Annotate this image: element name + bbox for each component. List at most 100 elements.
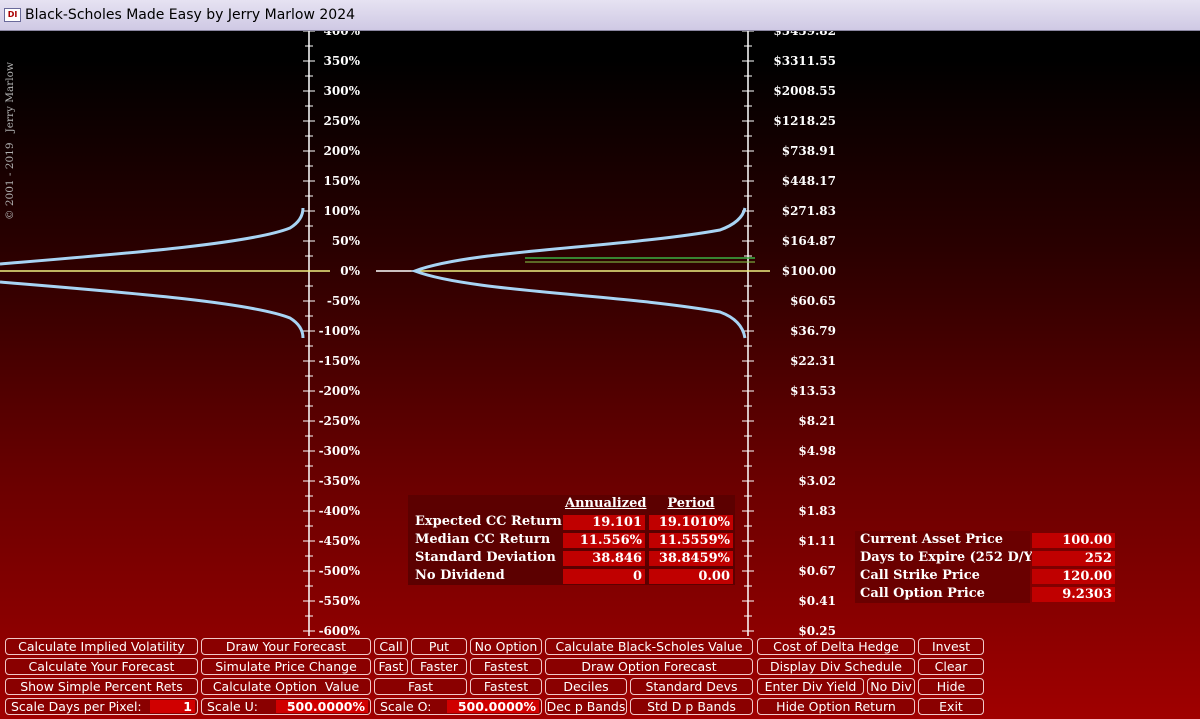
button[interactable]: No Option xyxy=(470,638,542,655)
price-label: $271.83 xyxy=(781,204,836,218)
stats-value: 38.8459% xyxy=(649,551,733,566)
price-label: $738.91 xyxy=(781,144,836,158)
button[interactable]: Calculate Option Value xyxy=(201,678,371,695)
input-field[interactable]: Scale U: 500.0000% xyxy=(201,698,371,715)
button[interactable]: Deciles xyxy=(545,678,627,695)
input-field[interactable]: Scale O: 500.0000% xyxy=(374,698,542,715)
price-label: $4.98 xyxy=(798,444,836,458)
return-label: -600% xyxy=(318,624,360,638)
button[interactable]: No Div xyxy=(867,678,915,695)
stats-value: 38.846 xyxy=(563,551,645,566)
asset-label: Days to Expire (252 D/Y) xyxy=(860,550,1039,565)
window-title: Black-Scholes Made Easy by Jerry Marlow … xyxy=(25,7,356,23)
stats-label: Standard Deviation xyxy=(415,550,556,565)
return-label: 50% xyxy=(331,234,360,248)
stats-header: Annualized xyxy=(565,496,647,511)
button[interactable]: Exit xyxy=(918,698,984,715)
return-label: -500% xyxy=(318,564,360,578)
stats-label: Median CC Return xyxy=(415,532,551,547)
button[interactable]: Draw Your Forecast xyxy=(201,638,371,655)
stats-value: 11.5559% xyxy=(649,533,733,548)
input-value: 1 xyxy=(150,700,195,713)
button[interactable]: Fastest xyxy=(470,678,542,695)
price-label: $3311.55 xyxy=(773,54,836,68)
price-label: $448.17 xyxy=(781,174,836,188)
button[interactable]: Fastest xyxy=(470,658,542,675)
stats-value: 0 xyxy=(563,569,645,584)
button[interactable]: Fast xyxy=(374,678,467,695)
stats-label: Expected CC Return xyxy=(415,514,562,529)
price-label: $0.67 xyxy=(798,564,836,578)
input-field[interactable]: Scale Days per Pixel: 1 xyxy=(5,698,198,715)
return-label: 350% xyxy=(323,54,360,68)
button[interactable]: Clear xyxy=(918,658,984,675)
price-label: $22.31 xyxy=(790,354,836,368)
button[interactable]: Calculate Implied Volatility xyxy=(5,638,198,655)
button[interactable]: Put xyxy=(411,638,467,655)
input-label: Scale U: xyxy=(207,699,258,714)
button[interactable]: Standard Devs xyxy=(630,678,753,695)
button[interactable]: Dec p Bands xyxy=(545,698,627,715)
return-label: 0% xyxy=(340,264,360,278)
return-label: -200% xyxy=(318,384,360,398)
return-label: -550% xyxy=(318,594,360,608)
button[interactable]: Calculate Your Forecast xyxy=(5,658,198,675)
return-label: -400% xyxy=(318,504,360,518)
button[interactable]: Enter Div Yield xyxy=(757,678,864,695)
return-label: 250% xyxy=(323,114,360,128)
button[interactable]: Display Div Schedule xyxy=(757,658,915,675)
return-label: -300% xyxy=(318,444,360,458)
button[interactable]: Invest xyxy=(918,638,984,655)
asset-value: 100.00 xyxy=(1032,533,1115,548)
asset-value: 120.00 xyxy=(1032,569,1115,584)
input-value: 500.0000% xyxy=(447,700,539,713)
return-label: -50% xyxy=(326,294,360,308)
return-label: 150% xyxy=(323,174,360,188)
return-curve-lower xyxy=(0,280,305,339)
button[interactable]: Call xyxy=(374,638,408,655)
copyright: © 2001 - 2019 Jerry Marlow xyxy=(4,62,16,220)
button[interactable]: Std D p Bands xyxy=(630,698,753,715)
button[interactable]: Hide xyxy=(918,678,984,695)
price-label: $1218.25 xyxy=(773,114,836,128)
price-label: $36.79 xyxy=(790,324,836,338)
button[interactable]: Fast xyxy=(374,658,408,675)
stats-value: 0.00 xyxy=(649,569,733,584)
price-label: $100.00 xyxy=(781,264,836,278)
price-label: $1.83 xyxy=(798,504,836,518)
price-label: $0.25 xyxy=(798,624,836,638)
button[interactable]: Draw Option Forecast xyxy=(545,658,753,675)
button[interactable]: Simulate Price Change xyxy=(201,658,371,675)
asset-value: 252 xyxy=(1032,551,1115,566)
asset-label: Call Option Price xyxy=(860,586,985,601)
return-label: -450% xyxy=(318,534,360,548)
price-label: $3.02 xyxy=(798,474,836,488)
asset-panel xyxy=(855,531,1030,603)
price-label: $8.21 xyxy=(798,414,836,428)
return-label: 300% xyxy=(323,84,360,98)
return-label: -100% xyxy=(318,324,360,338)
input-value: 500.0000% xyxy=(276,700,368,713)
stats-value: 19.101 xyxy=(563,515,645,530)
input-label: Scale O: xyxy=(380,699,432,714)
stats-value: 11.556% xyxy=(563,533,645,548)
title-bar: DI Black-Scholes Made Easy by Jerry Marl… xyxy=(0,0,1200,31)
return-label: -250% xyxy=(318,414,360,428)
return-label: -350% xyxy=(318,474,360,488)
asset-value: 9.2303 xyxy=(1032,587,1115,602)
return-curve-upper xyxy=(0,207,305,266)
button[interactable]: Show Simple Percent Rets xyxy=(5,678,198,695)
price-label: $0.41 xyxy=(798,594,836,608)
button[interactable]: Faster xyxy=(411,658,467,675)
return-label: 200% xyxy=(323,144,360,158)
button[interactable]: Cost of Delta Hedge xyxy=(757,638,915,655)
button[interactable]: Hide Option Return xyxy=(757,698,915,715)
price-label: $60.65 xyxy=(790,294,836,308)
stats-value: 19.1010% xyxy=(649,515,733,530)
button[interactable]: Calculate Black-Scholes Value xyxy=(545,638,753,655)
app-icon: DI xyxy=(4,8,21,22)
asset-label: Current Asset Price xyxy=(860,532,1004,547)
price-label: $13.53 xyxy=(790,384,836,398)
return-label: 100% xyxy=(323,204,360,218)
